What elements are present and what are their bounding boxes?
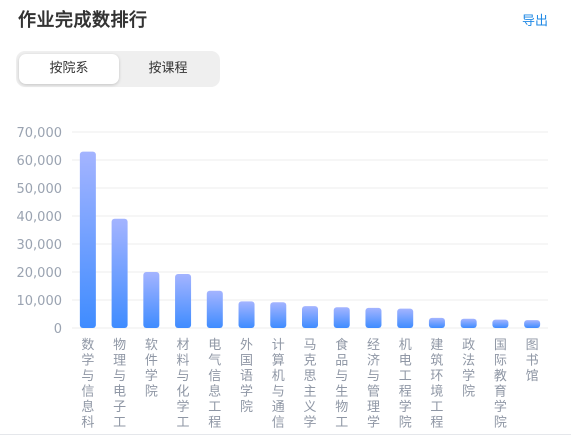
bar-13[interactable] — [492, 319, 509, 328]
bar-8[interactable] — [333, 307, 350, 328]
y-tick-label: 30,000 — [17, 238, 63, 253]
bar-14[interactable] — [524, 320, 541, 328]
bar-11[interactable] — [428, 317, 445, 328]
bar-6[interactable] — [270, 302, 287, 328]
bar-2[interactable] — [143, 272, 160, 328]
y-tick-label: 0 — [54, 322, 62, 337]
x-tick-label: 国际教育学院 — [494, 338, 507, 431]
y-tick-label: 50,000 — [17, 182, 63, 197]
x-tick-label: 电气信息工程 — [208, 338, 221, 431]
x-tick-label: 建筑环境工程 — [430, 338, 443, 431]
y-tick-label: 70,000 — [17, 126, 63, 141]
bar-9[interactable] — [365, 307, 382, 328]
x-tick-label: 物理与电子工 — [113, 338, 126, 431]
x-tick-label: 经济与管理学 — [367, 338, 380, 431]
x-tick-label: 图书馆 — [526, 338, 539, 384]
y-tick-label: 10,000 — [17, 294, 63, 309]
tab-by-course[interactable]: 按课程 — [148, 61, 188, 76]
bar-3[interactable] — [175, 273, 192, 328]
y-tick-label: 20,000 — [17, 266, 63, 281]
export-button[interactable]: 导出 — [521, 14, 548, 29]
y-tick-label: 40,000 — [17, 210, 63, 225]
x-tick-label: 外国语学院 — [240, 338, 253, 415]
bar-4[interactable] — [206, 290, 223, 328]
bar-12[interactable] — [460, 318, 477, 328]
bar-5[interactable] — [238, 301, 255, 328]
page-title: 作业完成数排行 — [18, 10, 148, 31]
bar-1[interactable] — [111, 218, 128, 328]
x-tick-label: 数学与信息科 — [81, 338, 94, 431]
bar-0[interactable] — [79, 151, 96, 328]
x-tick-label: 食品与生物工 — [335, 337, 348, 431]
bar-7[interactable] — [302, 306, 318, 328]
x-tick-label: 软件学院 — [145, 338, 158, 400]
tab-by-department[interactable]: 按院系 — [19, 54, 119, 84]
x-tick-label: 计算机与通信 — [272, 338, 285, 431]
x-tick-label: 马克思主义学 — [303, 338, 316, 431]
x-tick-label: 材料与化学工 — [177, 338, 190, 431]
bar-10[interactable] — [397, 308, 414, 328]
x-tick-label: 政法学院 — [462, 338, 475, 400]
y-tick-label: 60,000 — [17, 154, 63, 169]
group-by-toggle: 按院系 按课程 — [16, 51, 220, 87]
x-tick-label: 机电工程学院 — [399, 338, 412, 431]
